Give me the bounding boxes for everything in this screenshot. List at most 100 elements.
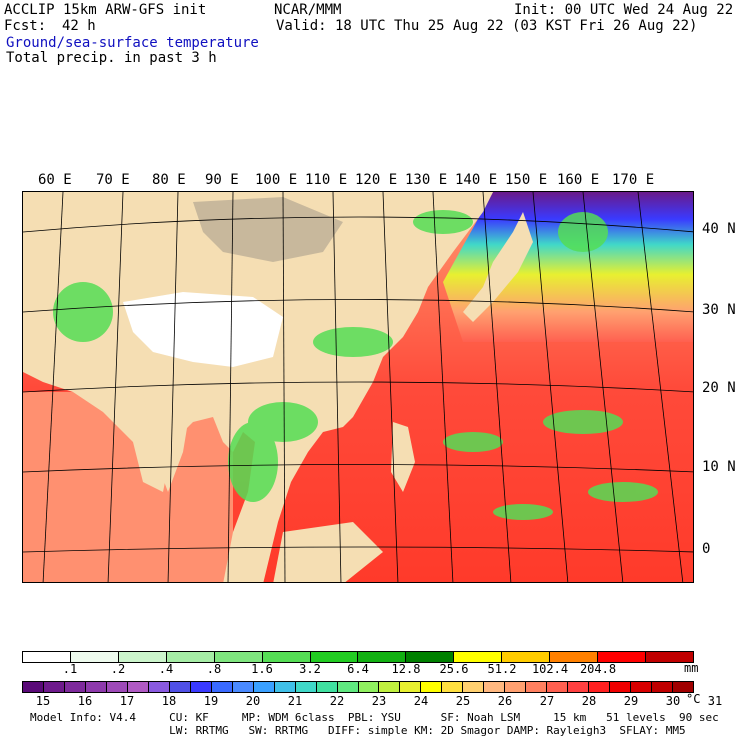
scale-label: 25.6 (439, 662, 469, 676)
scale-label: 23 (371, 694, 387, 708)
color-swatch (547, 682, 569, 692)
fcst-value: 42 h (62, 18, 96, 34)
lat-label: 0 (702, 541, 711, 557)
color-swatch (85, 682, 107, 692)
land (23, 192, 493, 582)
color-swatch (118, 652, 167, 662)
color-swatch (442, 682, 464, 692)
scale-label: .8 (206, 662, 222, 676)
color-swatch (550, 652, 599, 662)
color-swatch (64, 682, 86, 692)
scale-label: 16 (77, 694, 93, 708)
scale-label: 21 (287, 694, 303, 708)
terrain-shade (193, 197, 343, 262)
color-swatch (400, 682, 422, 692)
color-swatch (166, 652, 215, 662)
color-swatch (454, 652, 503, 662)
color-swatch (169, 682, 191, 692)
color-swatch (262, 652, 311, 662)
valid-time: Valid: 18 UTC Thu 25 Aug 22 (03 KST Fri … (276, 18, 698, 34)
scale-label: 19 (203, 694, 219, 708)
scale-label: 25 (455, 694, 471, 708)
color-swatch (274, 682, 296, 692)
field-precip: Total precip. in past 3 h (6, 50, 217, 66)
scale-label: 102.4 (531, 662, 569, 676)
color-swatch (70, 652, 119, 662)
philippines (391, 422, 415, 492)
scale-label: 27 (539, 694, 555, 708)
color-swatch (337, 682, 359, 692)
map-canvas (23, 192, 693, 582)
graticule (23, 192, 693, 582)
color-swatch (589, 682, 611, 692)
scale-label: 3.2 (299, 662, 321, 676)
color-swatch (253, 682, 275, 692)
scale-label: .4 (158, 662, 174, 676)
color-swatch (23, 652, 71, 662)
lon-label: 110 E (305, 172, 348, 188)
color-swatch (211, 682, 233, 692)
color-swatch (43, 682, 65, 692)
color-swatch (358, 652, 407, 662)
precip-colorbar (22, 651, 694, 663)
lon-label: 160 E (557, 172, 600, 188)
lon-label: 120 E (355, 172, 398, 188)
color-swatch (484, 682, 506, 692)
model-title: ACCLIP 15km ARW-GFS init (4, 2, 207, 18)
scale-label: 6.4 (347, 662, 369, 676)
scale-label: 15 (35, 694, 51, 708)
scale-label: 204.8 (579, 662, 617, 676)
color-swatch (652, 682, 674, 692)
scale-label: 20 (245, 694, 261, 708)
color-swatch (106, 682, 128, 692)
temp-unit: °C (686, 692, 701, 706)
model-info-line1: Model Info: V4.4 CU: KF MP: WDM 6class P… (30, 711, 719, 724)
lon-label: 100 E (255, 172, 298, 188)
precip-unit: mm (684, 661, 699, 675)
scale-label: 31 (707, 694, 723, 708)
color-swatch (358, 682, 380, 692)
color-swatch (295, 682, 317, 692)
lat-label: 30 N (702, 302, 736, 318)
lon-label: 150 E (505, 172, 548, 188)
org-label: NCAR/MMM (274, 2, 342, 18)
lat-label: 40 N (702, 221, 736, 237)
color-swatch (316, 682, 338, 692)
fcst-label: Fcst: (4, 18, 47, 34)
color-swatch (568, 682, 590, 692)
color-swatch (421, 682, 443, 692)
scale-label: .1 (62, 662, 78, 676)
color-swatch (645, 652, 693, 662)
india (143, 392, 193, 492)
scale-label: 29 (623, 694, 639, 708)
lon-label: 70 E (96, 172, 130, 188)
color-swatch (232, 682, 254, 692)
scale-label: 26 (497, 694, 513, 708)
scale-label: 30 (665, 694, 681, 708)
scale-label: 18 (161, 694, 177, 708)
north-pacific (443, 192, 693, 342)
scale-label: 51.2 (487, 662, 517, 676)
scale-label: 28 (581, 694, 597, 708)
color-swatch (310, 652, 359, 662)
color-swatch (673, 682, 693, 692)
borneo-sumatra (273, 522, 383, 582)
lon-label: 140 E (455, 172, 498, 188)
lat-label: 20 N (702, 380, 736, 396)
color-swatch (214, 652, 263, 662)
tibetan-plateau (123, 292, 283, 367)
field-temperature: Ground/sea-surface temperature (6, 35, 259, 51)
color-swatch (610, 682, 632, 692)
forecast-map (22, 191, 694, 583)
scale-label: .2 (110, 662, 126, 676)
scale-label: 12.8 (391, 662, 421, 676)
color-swatch (148, 682, 170, 692)
scale-label: 1.6 (251, 662, 273, 676)
color-swatch (379, 682, 401, 692)
lon-label: 60 E (38, 172, 72, 188)
color-swatch (505, 682, 527, 692)
color-swatch (502, 652, 551, 662)
precip-patches (53, 210, 658, 520)
scale-label: 17 (119, 694, 135, 708)
color-swatch (127, 682, 149, 692)
